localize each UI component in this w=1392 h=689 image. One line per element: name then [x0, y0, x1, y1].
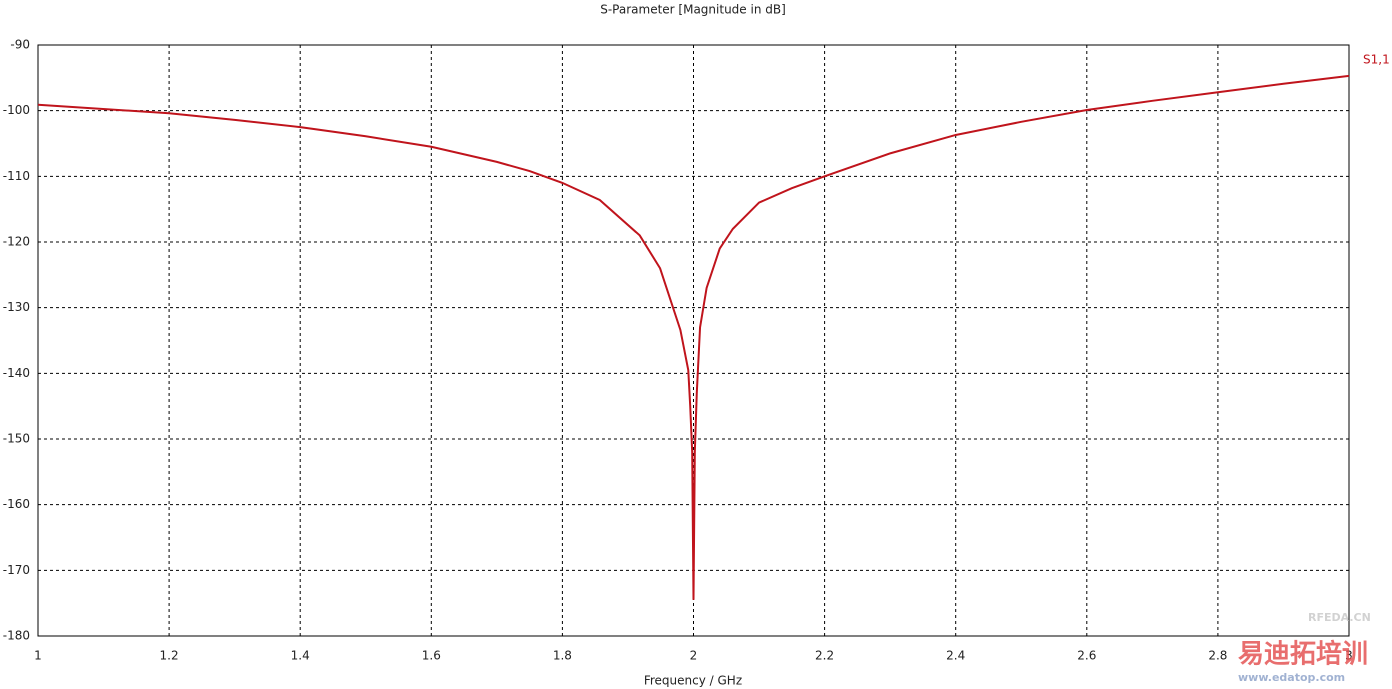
x-tick-label: 1.4	[291, 649, 310, 663]
watermark: RFEDA.CN	[1308, 611, 1371, 624]
watermark: www.edatop.com	[1238, 671, 1345, 684]
y-tick-label: -160	[3, 497, 30, 511]
x-tick-label: 1.6	[422, 649, 441, 663]
y-tick-label: -90	[10, 38, 30, 52]
chart-title: S-Parameter [Magnitude in dB]	[600, 3, 786, 17]
y-tick-label: -120	[3, 235, 30, 249]
x-axis-label: Frequency / GHz	[644, 674, 742, 688]
y-tick-label: -110	[3, 169, 30, 183]
x-tick-label: 3	[1345, 649, 1353, 663]
x-tick-label: 2.4	[946, 649, 965, 663]
y-tick-label: -150	[3, 432, 30, 446]
watermark: 易迪拓培训	[1238, 640, 1368, 670]
y-tick-label: -170	[3, 563, 30, 577]
y-tick-label: -180	[3, 629, 30, 643]
x-tick-label: 2.2	[815, 649, 834, 663]
x-tick-label: 2	[690, 649, 698, 663]
x-tick-label: 2.8	[1208, 649, 1227, 663]
x-tick-label: 2.6	[1077, 649, 1096, 663]
x-tick-label: 1.2	[160, 649, 179, 663]
y-tick-label: -140	[3, 366, 30, 380]
legend-entry: S1,1	[1363, 53, 1390, 67]
y-tick-label: -130	[3, 300, 30, 314]
x-tick-label: 1.8	[553, 649, 572, 663]
x-tick-label: 1	[34, 649, 42, 663]
y-tick-label: -100	[3, 103, 30, 117]
data-line	[37, 74, 1350, 600]
